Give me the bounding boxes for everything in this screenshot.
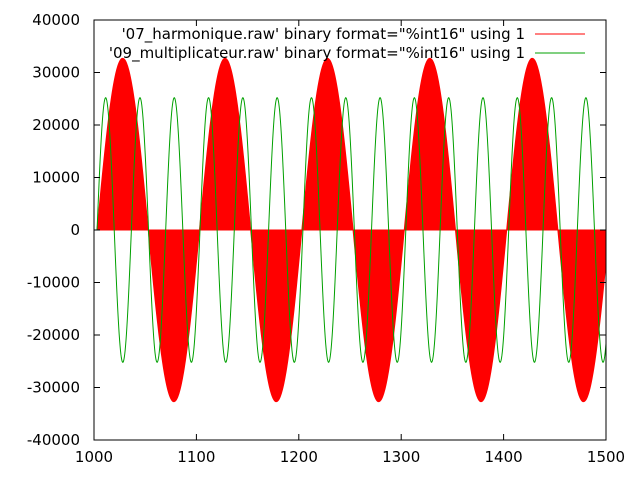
y-tick-label: 20000 (32, 116, 80, 134)
x-tick-label: 1100 (177, 448, 215, 466)
x-tick-label: 1500 (587, 448, 625, 466)
legend: '07_harmonique.raw' binary format="%int1… (109, 25, 585, 63)
y-tick-label: -40000 (27, 431, 80, 449)
y-tick-label: -20000 (27, 326, 80, 344)
ticks-layer: 1000 1100 1200 1300 1400 1500 40000 30000 20000 1… (27, 11, 625, 466)
y-tick-label: 0 (70, 221, 80, 239)
legend-label: '09_multiplicateur.raw' binary format="%… (109, 44, 525, 63)
y-tick-label: 30000 (32, 64, 80, 82)
series-0-area (94, 57, 607, 403)
y-tick-label: 10000 (32, 169, 80, 187)
y-tick-label: 40000 (32, 11, 80, 29)
series-layer (94, 57, 607, 403)
legend-label: '07_harmonique.raw' binary format="%int1… (122, 25, 525, 44)
x-tick-label: 1200 (280, 448, 318, 466)
x-tick-label: 1400 (485, 448, 523, 466)
series-1-line (94, 97, 607, 363)
y-tick-label: -10000 (27, 274, 80, 292)
x-tick-label: 1300 (382, 448, 420, 466)
x-tick-label: 1000 (75, 448, 113, 466)
y-tick-label: -30000 (27, 379, 80, 397)
